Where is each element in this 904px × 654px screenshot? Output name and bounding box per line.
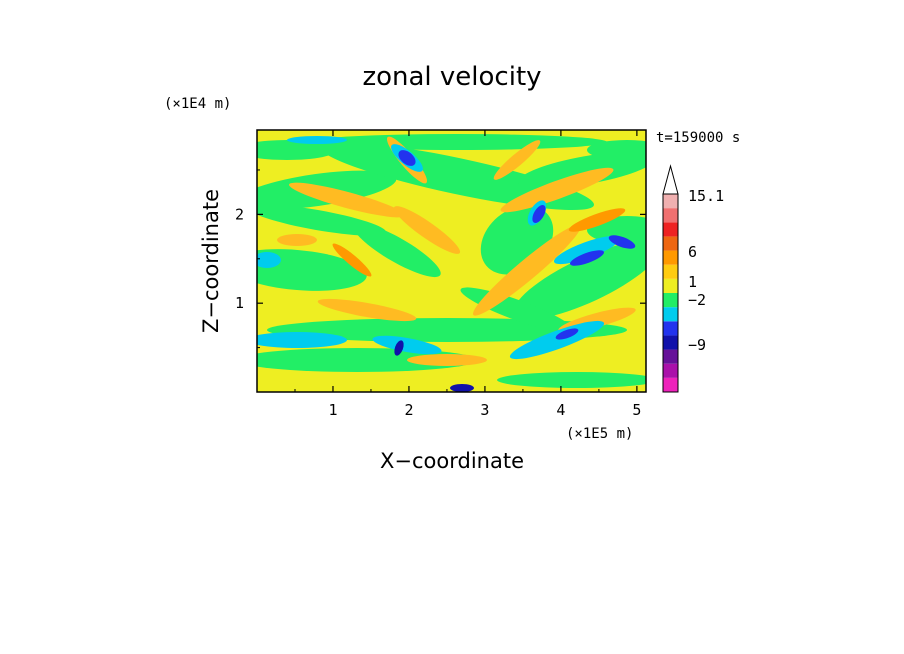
colorbar-swatch [663,377,678,392]
plot-area [256,129,647,393]
colorbar-label: 6 [688,243,697,261]
colorbar: 15.1 6 1−2 −9 [662,164,724,393]
colorbar-label: −2 [688,291,706,309]
contour-patch-green [518,151,646,189]
contour-patch-blue [555,328,579,340]
contour-patch-blue [398,150,416,166]
velocity-field [257,134,646,392]
contour-patch-orange [393,206,461,254]
contour-patch-cyan [257,252,281,268]
x-tick-label: 2 [404,401,413,419]
contour-patch-green [513,240,646,320]
y-tick-label: 2 [235,205,244,223]
contour-patch-orange [500,167,614,213]
contour-patch-green [320,141,594,211]
x-tick-label: 5 [632,401,641,419]
x-axis-label: X−coordinate [380,449,524,473]
colorbar-swatch [663,194,678,209]
colorbar-swatch [663,278,678,293]
contour-patch-green [587,140,646,160]
contour-patch-cyan [553,235,621,265]
colorbar-swatch [663,349,678,364]
contour-patch-orange [289,182,405,218]
contour-patch-cyan [372,335,442,355]
colorbar-swatch [663,236,678,251]
contour-patch-green [257,204,386,236]
contour-patch-navy [450,384,474,392]
colorbar-swatch [663,250,678,265]
contour-patch-orange [407,354,487,366]
contour-patch-orange [493,140,541,180]
colorbar-label: 15.1 [688,187,724,205]
colorbar-frame [662,193,679,393]
contour-patch-green [307,134,607,150]
y-scale-label: (×1E4 m) [164,96,231,112]
colorbar-swatch [663,264,678,279]
y-axis-label: Z−coordinate [199,189,223,333]
x-scale-label: (×1E5 m) [566,426,633,442]
colorbar-swatch [663,363,678,378]
contour-patch-navy [394,340,404,356]
colorbar-overflow-triangle [662,164,679,195]
contour-patch-dark_orange [568,208,626,232]
x-tick-label: 1 [328,401,337,419]
y-tick-label: 1 [235,294,244,312]
x-tick-label: 3 [480,401,489,419]
colorbar-label: 1 [688,273,697,291]
contour-patch-cyan [509,320,605,360]
y-axis: 12 [235,169,646,349]
colorbar-label: −9 [688,336,706,354]
colorbar-swatch [663,335,678,350]
contour-patch-dark_orange [332,243,372,277]
colorbar-swatch [663,208,678,223]
plot-frame [256,129,647,393]
time-label: t=159000 s [656,130,740,146]
contour-patch-orange [472,224,582,316]
x-axis: 1 2 3 4 5 [294,130,641,419]
colorbar-swatch [663,307,678,322]
contour-patch-blue [608,235,636,249]
colorbar-swatch [663,293,678,308]
contour-patch-green [497,372,646,388]
x-tick-label: 4 [556,401,565,419]
colorbar-swatch [663,222,678,237]
contour-patch-green [353,222,441,278]
colorbar-swatch [663,321,678,336]
contour-patch-orange [277,234,317,246]
contour-patch-green [257,348,477,372]
contour-patch-orange [317,298,417,322]
chart-title: zonal velocity [362,62,541,92]
contour-patch-blue [569,250,605,266]
contour-patch-cyan [257,332,347,348]
contour-patch-cyan [287,136,347,144]
contour-patch-blue [532,204,546,224]
contour-patch-green [257,140,337,160]
